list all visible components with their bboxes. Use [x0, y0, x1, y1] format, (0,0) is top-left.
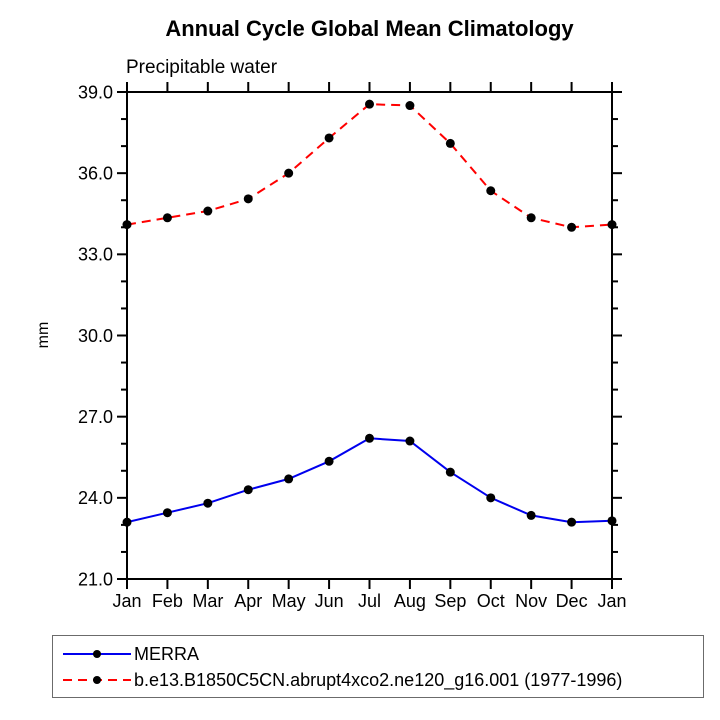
merra-data-point-marker: [405, 436, 415, 446]
merra-data-point-marker: [284, 474, 294, 484]
model-data-point-marker: [324, 133, 334, 143]
chart-title: Annual Cycle Global Mean Climatology: [165, 16, 574, 41]
y-tick-label: 33.0: [78, 245, 113, 265]
merra-data-point-marker: [324, 456, 334, 466]
x-tick-label: Jan: [597, 591, 626, 611]
x-tick-label: Aug: [394, 591, 426, 611]
legend-label-model: b.e13.B1850C5CN.abrupt4xco2.ne120_g16.00…: [134, 670, 623, 690]
merra-data-point-marker: [122, 517, 132, 527]
model-data-point-marker: [526, 213, 536, 223]
merra-data-point-marker: [243, 485, 253, 495]
merra-data-point-marker: [526, 510, 536, 520]
model-data-point-marker: [405, 101, 415, 111]
x-tick-label: Apr: [234, 591, 262, 611]
legend-label-merra: MERRA: [134, 644, 200, 664]
model-data-point-marker: [243, 194, 253, 204]
model-data-point-marker: [445, 138, 455, 148]
chart-subtitle: Precipitable water: [126, 57, 278, 78]
model-line-swatch: [63, 676, 131, 684]
x-tick-label: May: [272, 591, 306, 611]
merra-data-point-marker: [607, 516, 617, 526]
x-tick-label: Dec: [556, 591, 588, 611]
model-data-point-marker: [486, 186, 496, 196]
model-line: [126, 103, 613, 229]
x-tick-label: Nov: [515, 591, 547, 611]
merra-line: [126, 437, 613, 524]
model-data-point-marker: [607, 220, 617, 230]
model-data-point-marker: [284, 168, 294, 178]
y-tick-label: 21.0: [78, 569, 113, 589]
x-tick-label: Feb: [152, 591, 183, 611]
merra-line-swatch: [63, 650, 131, 658]
y-tick-label: 39.0: [78, 82, 113, 102]
legend: MERRA b.e13.B1850C5CN.abrupt4xco2.ne120_g…: [52, 635, 704, 698]
plot-area: 21.0 24.0 27.0 30.0 33.0 36.0 39.0 Jan Feb Mar Apr…: [78, 82, 627, 611]
merra-data-point-marker: [203, 498, 213, 508]
y-tick-label: 36.0: [78, 163, 113, 183]
x-tick-label: Jan: [112, 591, 141, 611]
y-tick-label: 30.0: [78, 326, 113, 346]
model-data-point-marker: [122, 220, 132, 230]
model-data-point-marker: [162, 213, 172, 223]
model-data-point-marker: [365, 99, 374, 109]
x-tick-label: Mar: [192, 591, 223, 611]
merra-data-point-marker: [445, 467, 455, 477]
x-tick-label: Jul: [358, 591, 381, 611]
x-tick-label: Sep: [434, 591, 466, 611]
y-tick-label: 27.0: [78, 407, 113, 427]
merra-data-point-marker: [567, 517, 577, 527]
model-data-point-marker: [203, 206, 213, 216]
merra-data-point-marker: [365, 433, 374, 443]
merra-data-point-marker: [162, 508, 172, 518]
x-tick-label: Oct: [477, 591, 505, 611]
merra-data-point-marker: [486, 493, 496, 503]
model-data-point-marker: [567, 222, 577, 232]
x-tick-label: Jun: [315, 591, 344, 611]
y-tick-label: 24.0: [78, 488, 113, 508]
legend-item-merra: MERRA: [53, 641, 703, 667]
legend-item-model: b.e13.B1850C5CN.abrupt4xco2.ne120_g16.00…: [53, 667, 703, 693]
